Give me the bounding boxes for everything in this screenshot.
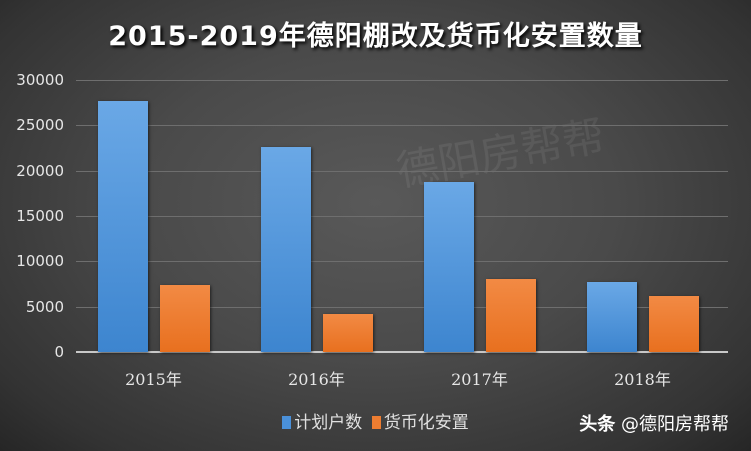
- y-tick-label: 30000: [16, 71, 64, 89]
- y-tick-label: 15000: [16, 207, 64, 225]
- x-axis-line: [76, 351, 728, 353]
- x-tick-label: 2017年: [451, 370, 508, 389]
- y-tick-label: 25000: [16, 116, 64, 135]
- bar-monetized-2015年: [159, 284, 210, 352]
- chart-title: 2015-2019年德阳棚改及货币化安置数量: [108, 21, 643, 52]
- y-tick-label: 5000: [25, 297, 64, 316]
- y-tick-label: 20000: [16, 161, 64, 180]
- legend: 计划户数 货币化安置: [0, 408, 751, 433]
- bar-planned-2018年: [586, 282, 637, 352]
- bar-monetized-2018年: [648, 295, 699, 352]
- bar-monetized-2016年: [322, 313, 373, 352]
- x-tick-label: 2015年: [125, 370, 182, 389]
- gridline: [76, 125, 728, 127]
- gridline: [76, 80, 728, 81]
- legend-item-monetized: 货币化安置: [371, 408, 469, 433]
- gridline: [76, 170, 728, 172]
- gridline: [76, 261, 728, 263]
- y-tick-label: 10000: [16, 252, 64, 271]
- gridline: [76, 306, 728, 308]
- legend-swatch-blue-icon: [282, 416, 292, 429]
- legend-item-planned: 计划户数: [282, 408, 362, 433]
- bar-planned-2017年: [423, 182, 474, 352]
- y-tick-label: 0: [54, 343, 64, 361]
- source-watermark: 头条 @德阳房帮帮: [579, 414, 729, 435]
- bar-monetized-2017年: [485, 279, 536, 352]
- bar-planned-2016年: [260, 147, 311, 352]
- plot-area: [76, 80, 728, 353]
- x-tick-label: 2016年: [288, 370, 345, 389]
- bar-planned-2015年: [97, 100, 148, 352]
- gridline: [76, 216, 728, 217]
- legend-swatch-orange-icon: [371, 416, 381, 429]
- x-tick-label: 2018年: [614, 370, 671, 389]
